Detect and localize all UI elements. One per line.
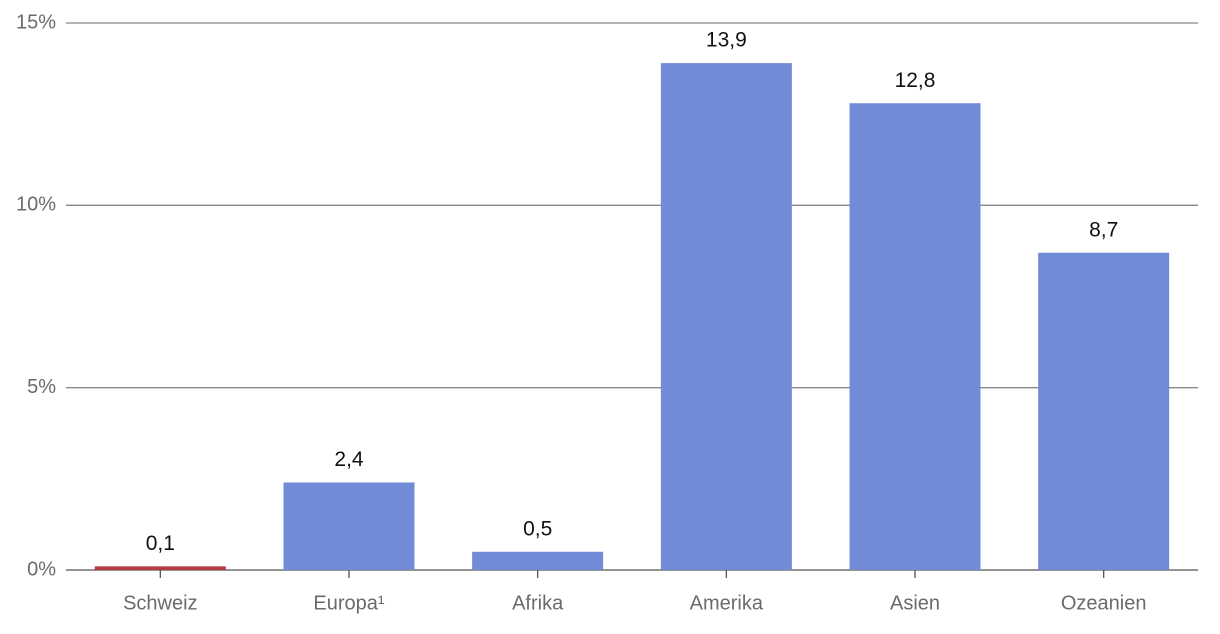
x-tick-label: Schweiz [123,592,197,614]
bar [472,551,604,570]
value-label: 8,7 [1089,218,1118,241]
bar [849,103,981,570]
y-tick-label: 15% [16,11,56,33]
x-tick-label: Afrika [512,592,564,614]
x-tick-label: Amerika [690,592,764,614]
y-tick-label: 5% [27,376,56,398]
y-tick-label: 10% [16,194,56,216]
x-tick-label: Ozeanien [1061,592,1147,614]
value-label: 13,9 [706,29,747,52]
bar [660,63,792,570]
value-label: 0,1 [146,532,175,555]
bar [1038,252,1170,571]
bar [94,566,226,570]
value-label: 12,8 [895,69,936,92]
bar [283,482,415,570]
value-label: 0,5 [523,517,552,540]
x-tick-label: Asien [890,592,940,614]
value-label: 2,4 [334,448,364,471]
x-tick-label: Europa¹ [313,592,384,614]
y-tick-label: 0% [27,558,56,580]
